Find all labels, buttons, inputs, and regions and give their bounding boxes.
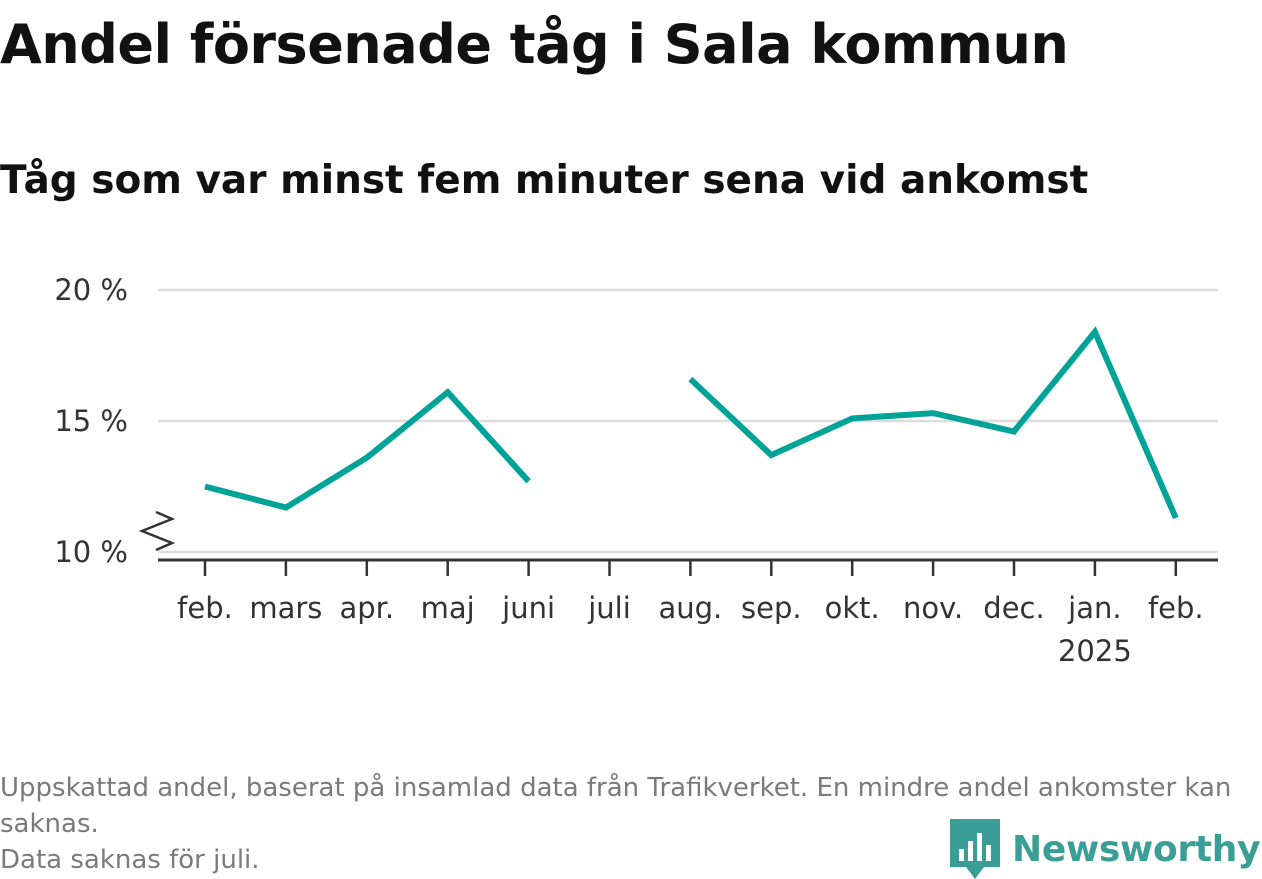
grid-lines [158, 288, 1218, 554]
x-axis [138, 510, 1218, 562]
x-tick-label: dec. [983, 591, 1044, 625]
x-tick-label: jan. [1067, 591, 1121, 625]
y-tick-label: 20 % [54, 273, 128, 307]
y-tick-label: 10 % [54, 535, 128, 569]
y-tick-label: 15 % [54, 404, 128, 438]
series-line-segment [688, 326, 1179, 520]
bar-chart-speech-bubble-icon [950, 819, 1000, 879]
footnote-line-2: Data saknas för juli. [0, 845, 260, 875]
brand-name: Newsworthy [1012, 828, 1261, 870]
x-tick-label: aug. [659, 591, 723, 625]
y-axis-break-icon [138, 510, 176, 552]
x-axis-ticks: feb. mars apr. maj juni juli aug. sep. okt. nov. d… [177, 560, 1204, 668]
y-axis-tick-labels: 10 % 15 % 20 % [54, 273, 128, 569]
x-tick-label: mars [249, 591, 322, 625]
x-tick-label: juni [501, 591, 555, 625]
x-tick-label: nov. [903, 591, 963, 625]
x-year-label: 2025 [1058, 634, 1132, 668]
chart-subtitle: Tåg som var minst fem minuter sena vid a… [0, 158, 1089, 203]
x-tick-label: okt. [825, 591, 880, 625]
series-line-segment [204, 388, 531, 511]
x-tick-label: maj [421, 591, 475, 625]
x-tick-label: sep. [741, 591, 802, 625]
x-tick-label: feb. [1148, 591, 1204, 625]
footnote: Uppskattad andel, baserat på insamlad da… [0, 770, 1250, 878]
x-tick-label: juli [587, 591, 631, 625]
chart-title: Andel försenade tåg i Sala kommun [0, 13, 1069, 76]
brand-logo: Newsworthy [950, 818, 1261, 879]
footnote-line-1: Uppskattad andel, baserat på insamlad da… [0, 773, 1232, 839]
series-lines [204, 326, 1179, 520]
x-tick-label: apr. [339, 591, 394, 625]
x-tick-label: feb. [177, 591, 233, 625]
